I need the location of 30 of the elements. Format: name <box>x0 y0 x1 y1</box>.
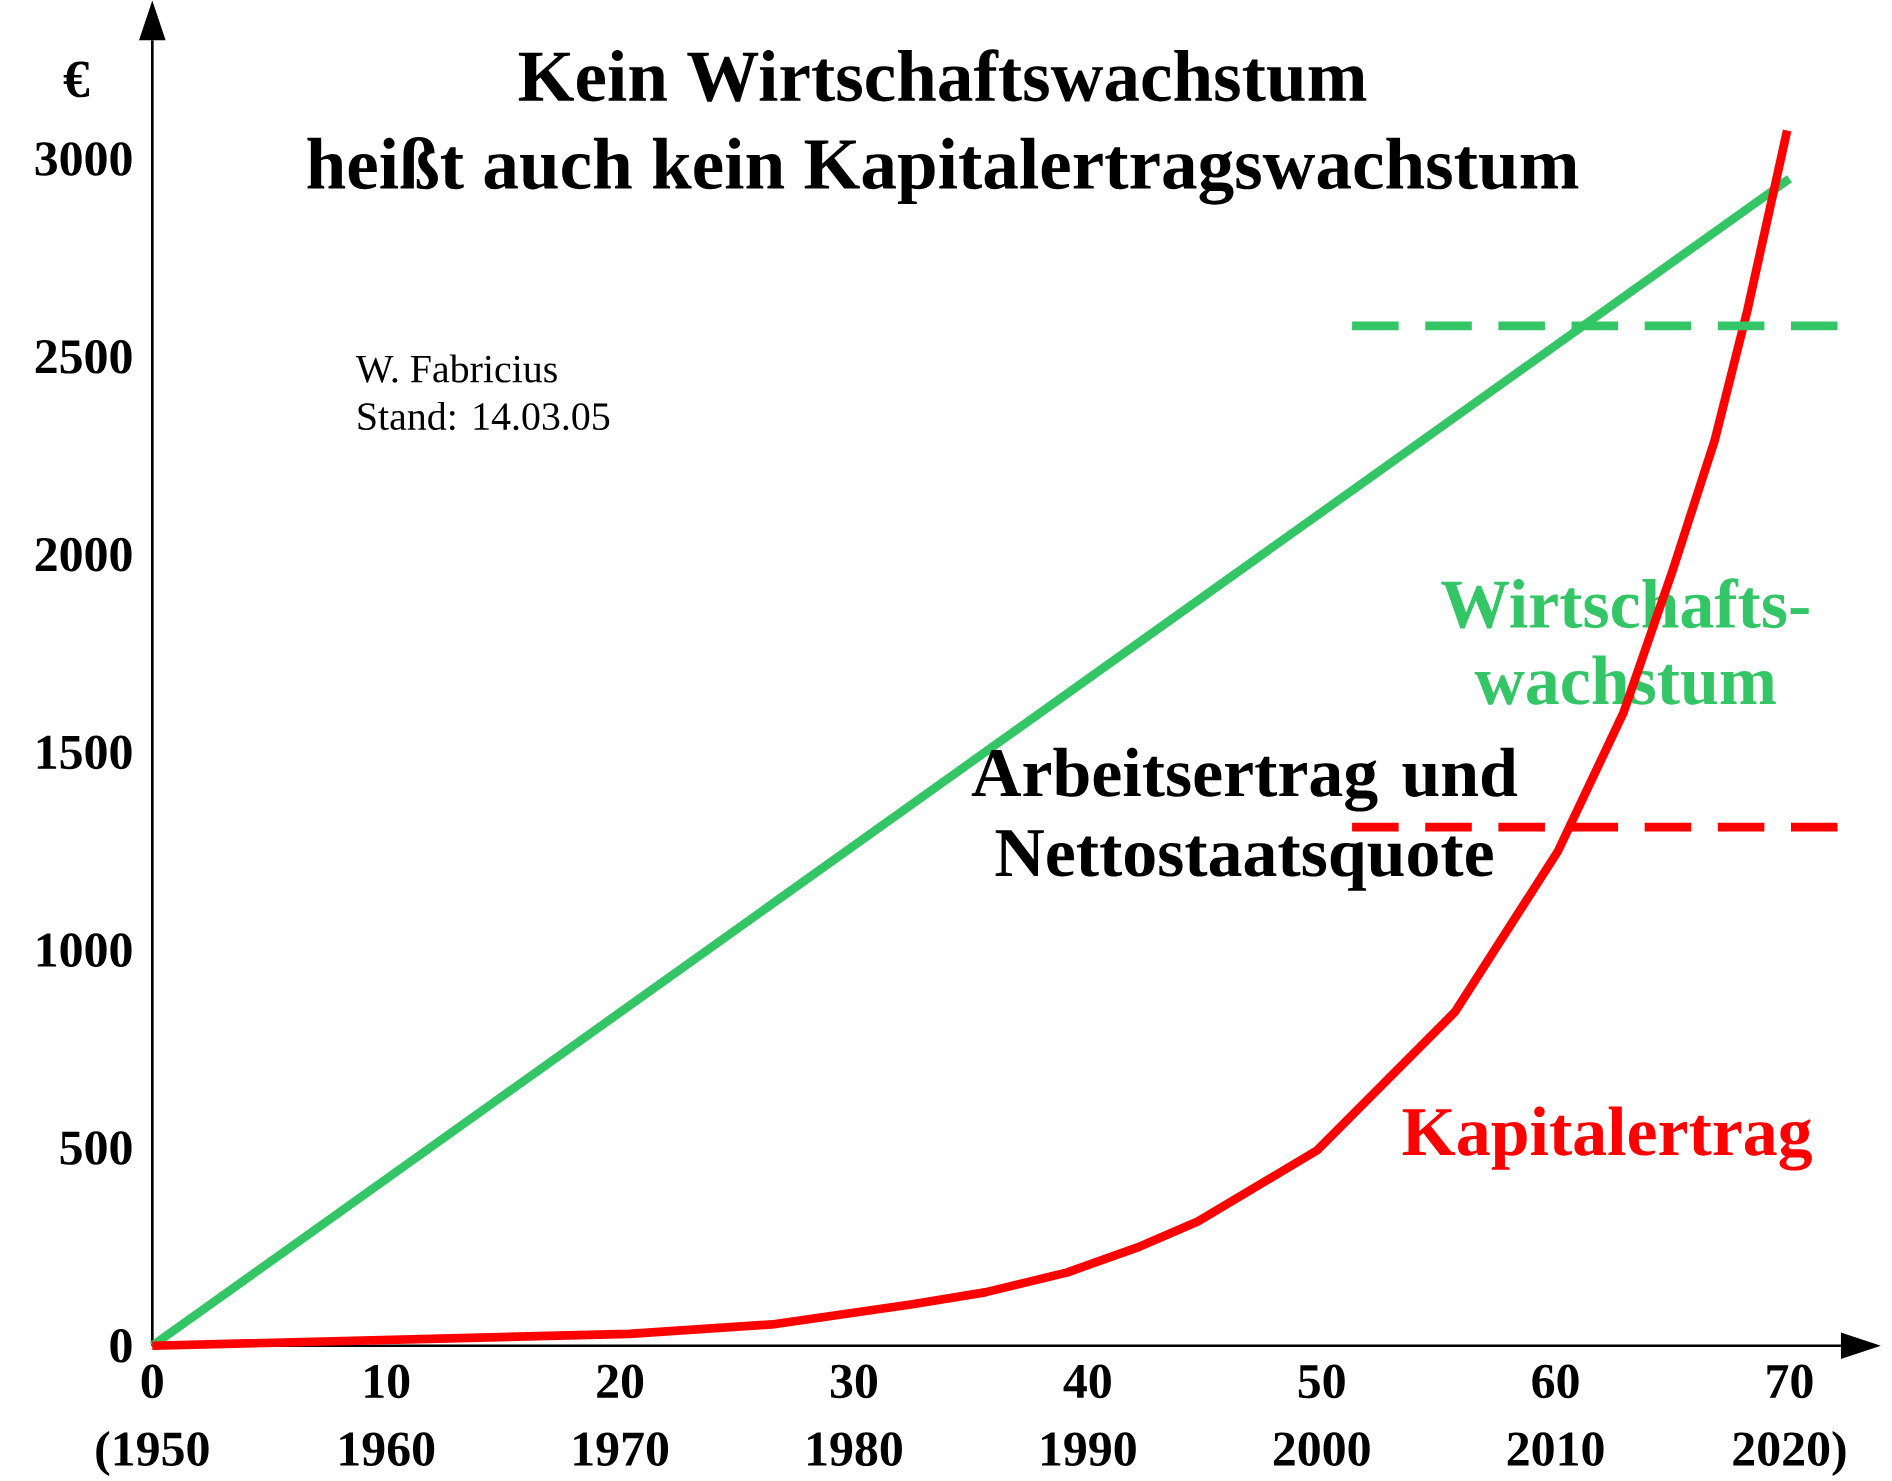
y-axis-title: € <box>63 61 90 98</box>
y-tick-label: 3000 <box>35 142 132 176</box>
text: 2000 <box>1273 1432 1370 1466</box>
text: 1970 <box>574 1432 669 1466</box>
annotation: Stand: 14.03.05 <box>358 401 610 431</box>
x-tick-label: 70 <box>1767 1364 1813 1399</box>
text: 2020) <box>1733 1430 1846 1477</box>
text: 1980 <box>808 1432 902 1466</box>
x-tick-label: 40 <box>1063 1364 1111 1399</box>
y-tick-label: 500 <box>60 1131 132 1165</box>
x-tick-label: 10 <box>365 1364 410 1399</box>
text: 2010 <box>1507 1432 1604 1466</box>
x-tick-label: 50 <box>1298 1364 1345 1399</box>
series-label: Kapitalertrag <box>1402 1106 1812 1171</box>
annotation: Arbeitsertrag und Nettostaatsquote <box>971 747 1518 891</box>
y-tick-label: 2000 <box>35 537 132 572</box>
chart-title: Kein Wirtschaftswachstum <box>518 49 1367 102</box>
y-tick-label: 1500 <box>37 735 132 770</box>
x-tick-label: 60 <box>1532 1364 1579 1399</box>
y-tick-label: 0 <box>110 1328 132 1363</box>
text: 1990 <box>1041 1432 1136 1466</box>
x-tick-label: 20 <box>597 1364 644 1399</box>
y-tick-label: 2500 <box>35 339 132 374</box>
text: heißt auch kein Kapitalertragswachstum <box>307 136 1579 205</box>
x-tick-label: 30 <box>830 1364 877 1399</box>
annotation: W. Fabricius <box>355 354 557 383</box>
text: (1950 <box>96 1430 209 1477</box>
text: 1960 <box>340 1432 435 1466</box>
x-tick-label: 0 <box>141 1364 163 1399</box>
y-tick-label: 1000 <box>37 933 132 967</box>
